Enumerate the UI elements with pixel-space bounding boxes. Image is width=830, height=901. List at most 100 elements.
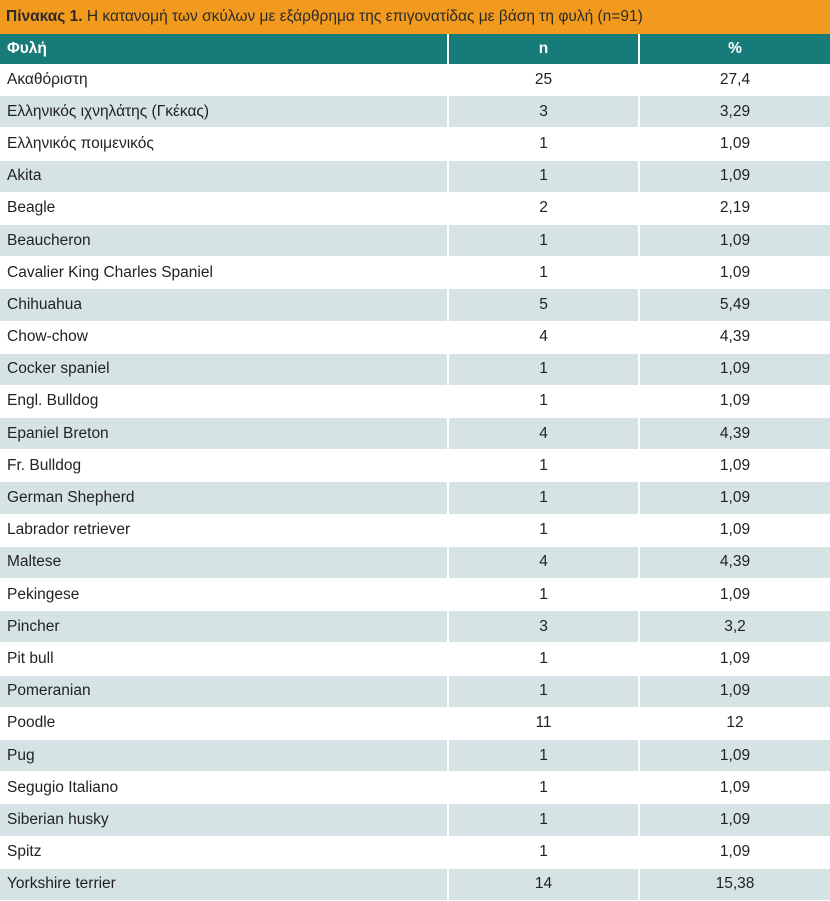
table-row: Epaniel Breton 4 4,39 (0, 417, 830, 451)
table-row: Pomeranian 1 1,09 (0, 675, 830, 708)
cell-n: 1 (448, 739, 640, 773)
cell-n: 1 (448, 224, 640, 258)
cell-breed: German Shepherd (0, 481, 449, 515)
caption-label: Πίνακας 1. (6, 8, 83, 25)
cell-n: 4 (448, 417, 640, 451)
table-caption: Πίνακας 1. Η κατανομή των σκύλων με εξάρ… (0, 0, 830, 34)
cell-n: 1 (448, 578, 640, 612)
table-row: Segugio Italiano 1 1,09 (0, 771, 830, 805)
cell-percent: 2,19 (639, 192, 830, 225)
breed-table: Φυλή n % Ακαθόριστη 25 27,4 Ελληνικός ιχνηλ… (0, 34, 830, 901)
cell-n: 1 (448, 449, 640, 483)
cell-percent: 1,09 (639, 642, 830, 676)
cell-breed: Yorkshire terrier (0, 868, 449, 901)
cell-percent: 1,09 (639, 353, 830, 386)
cell-percent: 4,39 (639, 321, 830, 354)
cell-breed: Maltese (0, 546, 449, 580)
table-row: Akita 1 1,09 (0, 160, 830, 193)
table-row: Poodle 11 12 (0, 707, 830, 740)
cell-percent: 1,09 (639, 224, 830, 258)
cell-n: 3 (448, 95, 640, 129)
cell-n: 1 (448, 771, 640, 805)
cell-n: 1 (448, 836, 640, 869)
cell-breed: Segugio Italiano (0, 771, 449, 805)
cell-percent: 1,09 (639, 803, 830, 837)
table-row: German Shepherd 1 1,09 (0, 481, 830, 515)
cell-breed: Pincher (0, 610, 449, 644)
cell-n: 25 (448, 64, 640, 97)
cell-percent: 1,09 (639, 836, 830, 869)
cell-n: 2 (448, 192, 640, 225)
cell-n: 1 (448, 127, 640, 161)
cell-percent: 1,09 (639, 675, 830, 708)
cell-percent: 1,09 (639, 771, 830, 805)
cell-percent: 1,09 (639, 256, 830, 290)
cell-breed: Spitz (0, 836, 449, 869)
table-row: Chihuahua 5 5,49 (0, 288, 830, 322)
cell-breed: Labrador retriever (0, 514, 449, 547)
cell-percent: 5,49 (639, 288, 830, 322)
header-n: n (448, 34, 640, 64)
caption-text: Η κατανομή των σκύλων με εξάρθρημα της ε… (82, 8, 643, 25)
cell-breed: Beaucheron (0, 224, 449, 258)
cell-breed: Beagle (0, 192, 449, 225)
table-row: Labrador retriever 1 1,09 (0, 514, 830, 547)
table-row: Maltese 4 4,39 (0, 546, 830, 580)
cell-breed: Siberian husky (0, 803, 449, 837)
cell-breed: Pekingese (0, 578, 449, 612)
cell-n: 4 (448, 546, 640, 580)
cell-percent: 1,09 (639, 449, 830, 483)
table-body: Ακαθόριστη 25 27,4 Ελληνικός ιχνηλάτης (Γκέ… (0, 64, 830, 901)
table-row: Fr. Bulldog 1 1,09 (0, 449, 830, 483)
cell-n: 1 (448, 675, 640, 708)
cell-percent: 15,38 (639, 868, 830, 901)
cell-percent: 3,29 (639, 95, 830, 129)
table-row: Cavalier King Charles Spaniel 1 1,09 (0, 256, 830, 290)
table-row: Ακαθόριστη 25 27,4 (0, 64, 830, 97)
cell-breed: Engl. Bulldog (0, 385, 449, 419)
cell-breed: Ελληνικός ποιμενικός (0, 127, 449, 161)
header-breed: Φυλή (0, 34, 449, 64)
cell-breed: Pug (0, 739, 449, 773)
cell-percent: 4,39 (639, 546, 830, 580)
cell-n: 14 (448, 868, 640, 901)
cell-breed: Epaniel Breton (0, 417, 449, 451)
table-row: Ελληνικός ποιμενικός 1 1,09 (0, 127, 830, 161)
table-row: Pincher 3 3,2 (0, 610, 830, 644)
cell-percent: 1,09 (639, 160, 830, 193)
cell-breed: Ελληνικός ιχνηλάτης (Γκέκας) (0, 95, 449, 129)
cell-breed: Pomeranian (0, 675, 449, 708)
cell-breed: Cocker spaniel (0, 353, 449, 386)
cell-percent: 3,2 (639, 610, 830, 644)
table-row: Chow-chow 4 4,39 (0, 321, 830, 354)
cell-percent: 1,09 (639, 739, 830, 773)
table-row: Ελληνικός ιχνηλάτης (Γκέκας) 3 3,29 (0, 95, 830, 129)
cell-n: 1 (448, 803, 640, 837)
table-row: Pit bull 1 1,09 (0, 642, 830, 676)
cell-breed: Cavalier King Charles Spaniel (0, 256, 449, 290)
cell-n: 4 (448, 321, 640, 354)
cell-n: 1 (448, 160, 640, 193)
cell-percent: 4,39 (639, 417, 830, 451)
header-percent: % (639, 34, 830, 64)
cell-n: 1 (448, 256, 640, 290)
cell-percent: 1,09 (639, 578, 830, 612)
cell-breed: Poodle (0, 707, 449, 740)
table-row: Beagle 2 2,19 (0, 192, 830, 225)
cell-percent: 1,09 (639, 481, 830, 515)
cell-percent: 12 (639, 707, 830, 740)
table-row: Beaucheron 1 1,09 (0, 224, 830, 258)
header-row: Φυλή n % (0, 34, 830, 64)
cell-percent: 27,4 (639, 64, 830, 97)
cell-n: 1 (448, 481, 640, 515)
cell-breed: Chihuahua (0, 288, 449, 322)
table-row: Siberian husky 1 1,09 (0, 803, 830, 837)
cell-n: 1 (448, 385, 640, 419)
table-row: Engl. Bulldog 1 1,09 (0, 385, 830, 419)
cell-n: 5 (448, 288, 640, 322)
cell-n: 1 (448, 514, 640, 547)
cell-breed: Ακαθόριστη (0, 64, 449, 97)
cell-breed: Chow-chow (0, 321, 449, 354)
table-row: Pekingese 1 1,09 (0, 578, 830, 612)
